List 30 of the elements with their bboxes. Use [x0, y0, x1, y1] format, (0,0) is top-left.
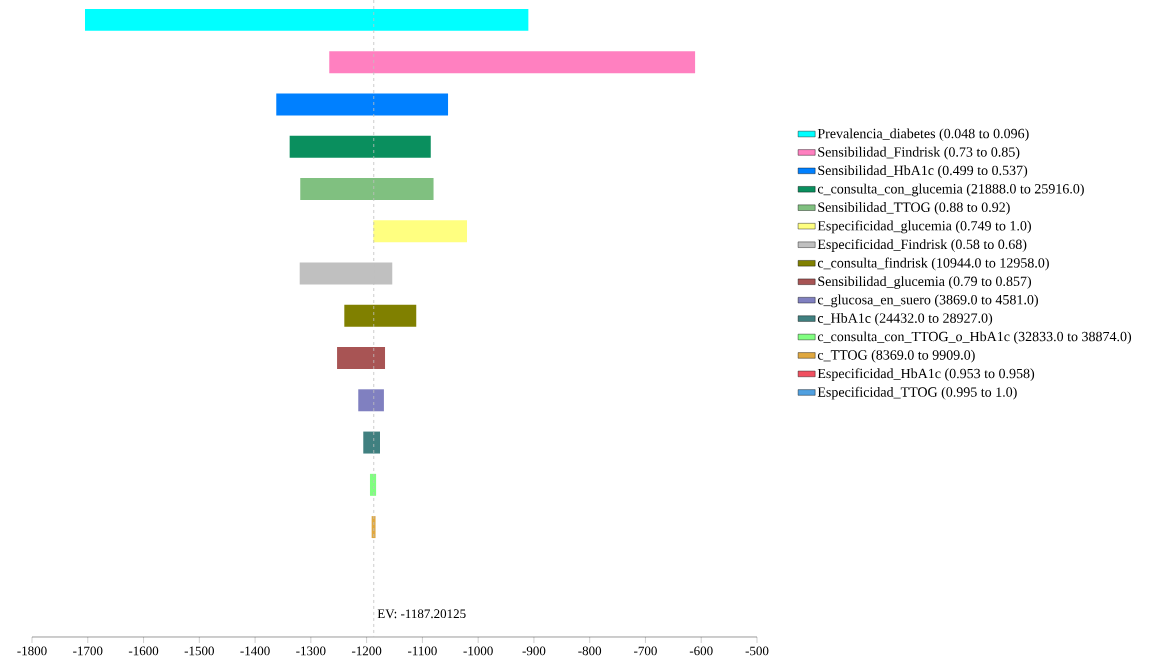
legend-label: Especificidad_TTOG (0.995 to 1.0)	[817, 386, 1017, 400]
legend-label: Sensibilidad_HbA1c (0.499 to 0.537)	[818, 165, 1028, 178]
x-tick-label: -1700	[73, 646, 103, 656]
x-tick-label: -1500	[184, 646, 214, 656]
x-tick-label: -1200	[351, 646, 382, 656]
legend-label: Sensibilidad_Findrisk (0.73 to 0.85)	[818, 146, 1020, 160]
legend-label: Sensibilidad_TTOG (0.88 to 0.92)	[818, 202, 1010, 215]
legend-label: c_consulta_con_TTOG_o_HbA1c (32833.0 to 38874.0)	[817, 331, 1132, 345]
x-tick-label: -900	[522, 646, 546, 656]
legend-label: c_HbA1c (24432.0 to 28927.0)	[817, 312, 993, 326]
legend-label: c_TTOG (8369.0 to 9909.0)	[817, 349, 975, 363]
legend-label: c_consulta_findrisk (10944.0 to 12958.0)	[817, 257, 1049, 271]
legend-label: Especificidad_glucemia (0.749 to 1.0)	[817, 220, 1031, 234]
x-tick-label: -1800	[17, 646, 47, 656]
x-tick-label: -1100	[407, 646, 437, 656]
x-tick-label: -700	[634, 646, 657, 656]
x-tick-label: -800	[578, 646, 602, 656]
x-tick-label: -600	[689, 646, 713, 656]
x-tick-label: -500	[745, 646, 769, 656]
legend-label: Especificidad_Findrisk (0.58 to 0.68)	[817, 239, 1027, 252]
legend-label: Prevalencia_diabetes (0.048 to 0.096)	[817, 128, 1029, 142]
x-tick-label: -1000	[463, 646, 493, 656]
legend-label: Sensibilidad_glucemia (0.79 to 0.857)	[818, 276, 1032, 289]
legend-label: Especificidad_HbA1c (0.953 to 0.958)	[817, 368, 1035, 382]
x-tick-label: -1600	[128, 646, 159, 656]
legend-label: c_consulta_con_glucemia (21888.0 to 25916.0)	[817, 183, 1084, 197]
ref-line-label: EV: -1187.20125	[377, 609, 466, 619]
legend-label: c_glucosa_en_suero (3869.0 to 4581.0)	[817, 294, 1038, 308]
x-tick-label: -1400	[240, 646, 270, 656]
x-tick-label: -1300	[296, 646, 326, 656]
